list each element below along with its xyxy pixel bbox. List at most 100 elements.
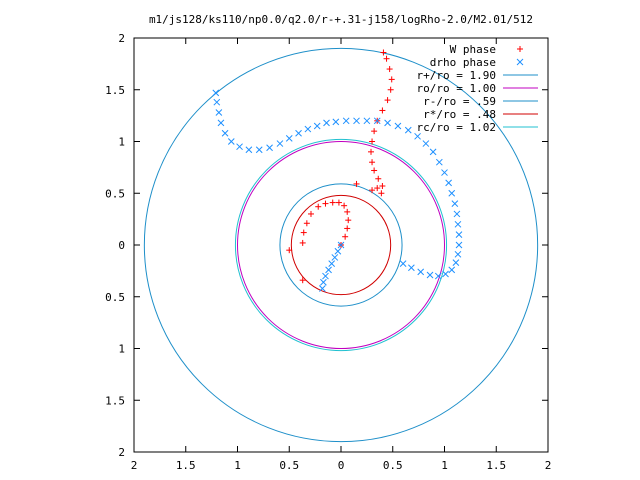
series-0-point-34 <box>369 187 376 194</box>
series-1-point-11 <box>426 271 434 279</box>
series-1-point-1 <box>334 247 342 255</box>
series-1-point-44 <box>255 146 263 154</box>
series-1-point-35 <box>342 117 350 125</box>
series-1-point-31 <box>384 119 391 127</box>
series-0-point-24 <box>371 128 378 135</box>
legend-label-2: r+/ro = 1.90 <box>417 69 496 82</box>
circle-4 <box>234 138 448 352</box>
series-1-point-2 <box>331 254 339 261</box>
legend-label-0: W phase <box>450 43 496 56</box>
x-tick-label-0: 2 <box>131 459 138 472</box>
y-tick-label-6: 1 <box>118 343 125 356</box>
series-0-point-12 <box>300 229 307 236</box>
series-0-point-14 <box>286 247 293 254</box>
series-0-point-19 <box>375 175 382 182</box>
series-0-point-17 <box>378 190 385 197</box>
legend-label-1: drho phase <box>430 56 496 69</box>
series-1-point-18 <box>455 231 463 239</box>
series-0-point-29 <box>388 76 395 83</box>
series-1-point-41 <box>285 135 293 142</box>
x-axis-ticks: 2 1.5 1 0.5 0 0.5 1 1.5 2 <box>131 38 552 472</box>
series-0-point-27 <box>384 97 391 104</box>
y-axis-ticks: 2 1.5 1 0.5 0 0.5 1 1.5 2 <box>105 32 548 459</box>
series-1-point-32 <box>373 117 381 125</box>
series-0-point-15 <box>299 277 306 284</box>
series-0-point-13 <box>299 239 306 246</box>
series-0-point-32 <box>380 49 387 56</box>
series-1-point-13 <box>442 270 449 278</box>
y-tick-label-1: 1.5 <box>105 84 125 97</box>
legend-swatch-1 <box>516 58 524 66</box>
series-1-point-51 <box>213 98 221 106</box>
series-0-point-6 <box>335 199 342 206</box>
series-1-point-15 <box>452 259 460 266</box>
series-0-point-31 <box>383 55 390 62</box>
series-0-point-22 <box>368 148 375 155</box>
series-1-point-7 <box>319 285 326 292</box>
series-1-point-20 <box>453 210 461 218</box>
series-1-point-14 <box>448 266 456 274</box>
x-tick-label-8: 2 <box>545 459 552 472</box>
series-0-point-5 <box>341 202 348 209</box>
series-0-point-20 <box>371 167 378 174</box>
series-1-point-37 <box>323 119 330 127</box>
series-1-point-29 <box>404 126 412 134</box>
series-1-point-24 <box>441 169 448 176</box>
series-1-point-38 <box>313 122 321 130</box>
series-1-point-36 <box>332 118 340 126</box>
y-tick-label-8: 2 <box>118 446 125 459</box>
series-1-point-12 <box>434 272 442 280</box>
legend-swatch-0 <box>517 46 523 52</box>
series-1-point-19 <box>454 220 462 228</box>
series-1-point-25 <box>435 158 443 166</box>
series-1-point-8 <box>399 260 407 267</box>
series-0-point-26 <box>379 107 386 114</box>
series-1-point-17 <box>455 241 463 249</box>
series-1-point-27 <box>422 140 430 147</box>
series-1-point-40 <box>295 129 302 137</box>
y-tick-label-4: 0 <box>118 239 125 252</box>
circle-3 <box>290 194 392 296</box>
series-1-point-5 <box>322 272 329 280</box>
series-1-point-22 <box>448 189 456 197</box>
series-1-point-48 <box>221 129 229 137</box>
series-0-point-16 <box>353 180 360 187</box>
series-1-point-6 <box>320 278 327 286</box>
series-1-point-4 <box>325 266 332 274</box>
y-tick-label-3: 0.5 <box>105 187 125 200</box>
series-1-point-43 <box>266 144 273 152</box>
chart-title: m1/js128/ks110/np0.0/q2.0/r-+.31-j158/lo… <box>149 13 533 26</box>
series-1-point-9 <box>408 264 415 272</box>
legend-label-6: rc/ro = 1.02 <box>417 121 496 134</box>
series-0-point-28 <box>387 86 394 93</box>
series-0-point-11 <box>303 220 310 227</box>
legend-label-4: r-/ro = .59 <box>423 95 496 108</box>
x-tick-label-5: 0.5 <box>383 459 403 472</box>
series-1-point-45 <box>245 146 253 154</box>
series-1-point-46 <box>236 143 243 151</box>
series-0-point-3 <box>345 217 352 224</box>
series-1-point-33 <box>363 117 371 125</box>
series-1-point-0 <box>337 241 345 249</box>
series-0-point-23 <box>369 138 376 145</box>
series-0-point-21 <box>369 159 376 166</box>
y-tick-label-7: 1.5 <box>105 394 125 407</box>
circle-0 <box>143 47 539 443</box>
series-1-point-16 <box>454 250 462 258</box>
series-0-point-4 <box>344 208 351 215</box>
series-1-point-52 <box>212 89 220 97</box>
legend-label-5: r*/ro = .48 <box>423 108 496 121</box>
x-tick-label-1: 1.5 <box>176 459 196 472</box>
series-1 <box>212 89 463 292</box>
series-1-point-23 <box>445 179 452 187</box>
series-0-point-10 <box>307 210 314 217</box>
series-1-point-42 <box>276 140 284 147</box>
series-0 <box>286 49 395 284</box>
radius-circles <box>143 47 539 443</box>
series-1-point-39 <box>304 125 312 133</box>
circle-2 <box>279 183 403 307</box>
series-0-point-2 <box>344 225 351 232</box>
series-0-point-9 <box>315 203 322 210</box>
series-1-point-30 <box>394 122 402 130</box>
